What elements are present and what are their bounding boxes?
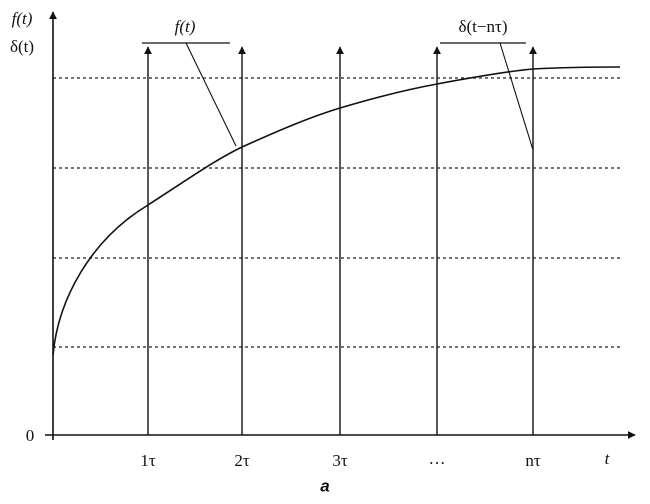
callout-leader [185, 42, 237, 147]
curve [52, 66, 621, 356]
callout-label: f(t) [175, 17, 196, 36]
y-axis-label: f(t) [12, 9, 33, 28]
tick-label: 1τ [140, 451, 156, 470]
tick-label: nτ [525, 451, 541, 470]
tick-label: 2τ [234, 451, 250, 470]
impulses [144, 46, 537, 435]
callout-label: δ(t−nτ) [459, 17, 508, 36]
x-axis-label: t [605, 449, 611, 468]
tick-label: … [429, 449, 446, 468]
tick-label: 3τ [332, 451, 348, 470]
y-axis-label: δ(t) [10, 37, 34, 56]
origin-label: 0 [26, 426, 35, 445]
grid-lines [53, 77, 620, 348]
caption: a [320, 476, 329, 495]
callout-leader [499, 42, 534, 151]
